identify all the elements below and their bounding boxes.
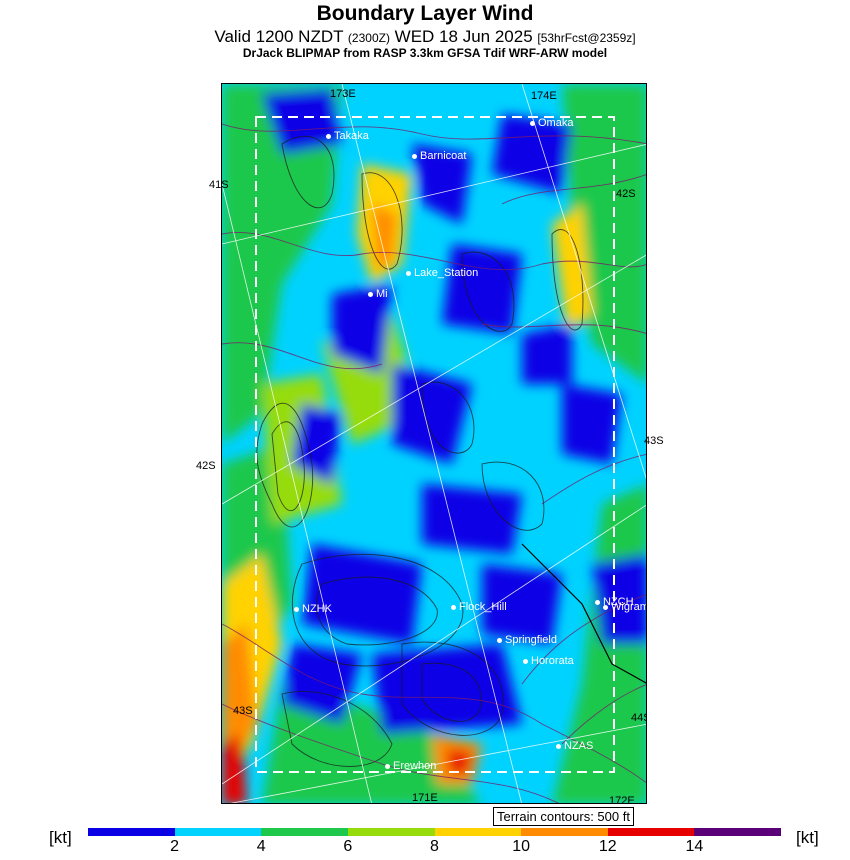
place-springfield: Springfield [497, 634, 557, 646]
colorbar-segment [347, 828, 435, 836]
colorbar-segment [88, 828, 175, 836]
colorbar-tick-label: 10 [512, 838, 531, 855]
wind-map: 173E 174E 171E 172E 42S 43S 44S Takaka O… [221, 83, 647, 804]
colorbar-segment [174, 828, 262, 836]
colorbar-segment [434, 828, 522, 836]
place-takaka: Takaka [326, 130, 369, 142]
wind-field-svg [222, 84, 646, 803]
valid-date: WED 18 Jun 2025 [389, 27, 538, 46]
lat-label-44s: 44S [631, 712, 646, 724]
forecast-info: [53hrFcst@2359z] [537, 31, 636, 45]
place-hororata: Hororata [523, 655, 574, 667]
colorbar-tick-label: 2 [170, 838, 180, 855]
place-lake-station: Lake_Station [406, 267, 478, 279]
inner-domain-boundary [255, 116, 615, 773]
place-nzch: NZCH [595, 596, 634, 608]
colorbar-tick-label: 4 [256, 838, 266, 855]
wind-speed-shading [222, 84, 646, 803]
colorbar-tick-label: 14 [685, 838, 704, 855]
colorbar-unit-right: [kt] [796, 828, 819, 847]
colorbar-tick-label: 8 [430, 838, 439, 855]
place-nzhk: NZHK [294, 603, 332, 615]
place-omaka: Omaka [530, 117, 573, 129]
place-erewhon: Erewhon [385, 760, 436, 772]
lat-label-41s: 41S [209, 179, 229, 191]
lat-label-42s-left: 42S [196, 460, 216, 472]
valid-prefix: Valid 1200 NZDT [214, 27, 348, 46]
colorbar-unit-left: [kt] [49, 828, 72, 847]
map-title: Boundary Layer Wind [316, 2, 534, 25]
colorbar-tick-label: 6 [343, 838, 353, 855]
lon-label-172e: 172E [609, 795, 635, 804]
model-description: DrJack BLIPMAP from RASP 3.3km GFSA Tdif… [242, 46, 608, 60]
place-mi: Mi [368, 288, 388, 300]
utc-time: (2300Z) [347, 31, 390, 45]
lat-label-43s-left: 43S [233, 705, 253, 717]
lon-label-171e: 171E [412, 792, 438, 804]
valid-time-line: Valid 1200 NZDT (2300Z) WED 18 Jun 2025 … [0, 27, 850, 47]
lon-label-173e: 173E [330, 88, 356, 100]
graticule [222, 84, 646, 803]
coastline [521, 543, 646, 684]
colorbar-segment [607, 828, 695, 836]
place-flock-hill: Flock_Hill [451, 601, 507, 613]
lat-label-42s-right: 42S [616, 188, 636, 200]
colorbar-tick-label: 12 [598, 838, 617, 855]
lat-label-43s-right: 43S [644, 435, 664, 447]
terrain-contours-note: Terrain contours: 500 ft [493, 807, 634, 826]
colorbar [88, 828, 781, 836]
place-barnicoat: Barnicoat [412, 150, 466, 162]
wind-streamlines [222, 123, 646, 803]
terrain-contours [256, 135, 584, 767]
colorbar-segment [521, 828, 608, 836]
colorbar-segment [694, 828, 781, 836]
lon-label-174e: 174E [531, 90, 557, 102]
place-wigram: Wigram [603, 601, 646, 613]
place-nzas: NZAS [556, 740, 593, 752]
colorbar-segment [261, 828, 348, 836]
